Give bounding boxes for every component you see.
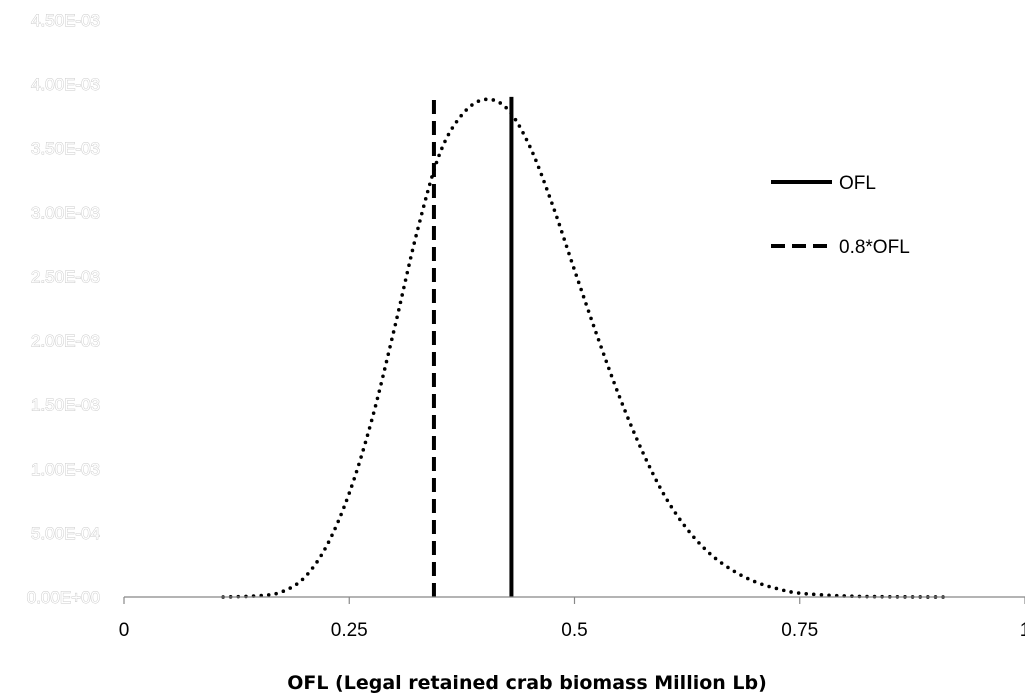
x-axis-tick-labels: 0 0.25 0.5 0.75 1 xyxy=(119,597,1025,641)
x-tick-label: 0.5 xyxy=(561,620,587,641)
y-tick-label: 0.00E+00 xyxy=(27,588,100,607)
y-tick-label: 3.00E-03 xyxy=(31,203,100,222)
x-tick-label: 1 xyxy=(1020,620,1025,641)
y-tick-label: 1.50E-03 xyxy=(31,396,100,415)
x-tick-label: 0.25 xyxy=(331,620,368,641)
y-tick-label: 4.50E-03 xyxy=(31,11,100,30)
y-tick-label: 2.50E-03 xyxy=(31,267,100,286)
plot-area xyxy=(221,96,946,599)
legend-label: 0.8*OFL xyxy=(839,237,910,258)
y-tick-label: 5.00E-04 xyxy=(31,524,100,543)
x-tick-label: 0 xyxy=(119,620,130,641)
y-tick-label: 4.00E-03 xyxy=(31,75,100,94)
y-tick-label: 1.00E-03 xyxy=(31,460,100,479)
x-tick-label: 0.75 xyxy=(781,620,818,641)
y-axis-tick-labels: 0.00E+00 5.00E-04 1.00E-03 1.50E-03 2.00E-03… xyxy=(26,11,100,608)
legend-label: OFL xyxy=(839,173,876,194)
legend: OFL 0.8*OFL xyxy=(771,173,910,258)
y-tick-label: 2.00E-03 xyxy=(31,332,100,351)
y-tick-label: 3.50E-03 xyxy=(31,139,100,158)
density-curve xyxy=(221,97,946,599)
x-axis-label: OFL (Legal retained crab biomass Million… xyxy=(287,672,767,694)
